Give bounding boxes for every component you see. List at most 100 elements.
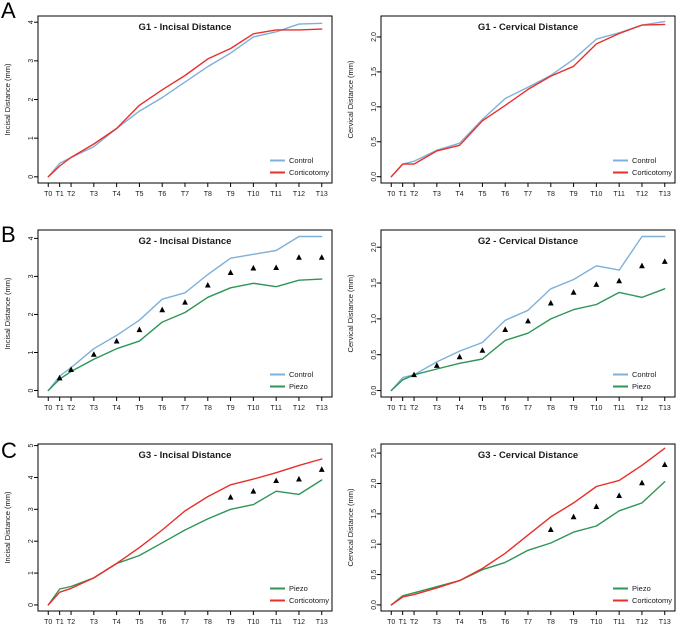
x-tick-label: T7 bbox=[524, 191, 532, 198]
series-line-control bbox=[47, 235, 323, 392]
triangle-marker bbox=[68, 366, 74, 373]
x-tick-label: T4 bbox=[456, 619, 464, 626]
x-tick-label: T9 bbox=[226, 191, 234, 198]
x-tick-label: T3 bbox=[433, 191, 441, 198]
y-tick-label: 2 bbox=[28, 97, 35, 101]
x-tick-label: T5 bbox=[478, 405, 486, 412]
x-axis: T0 T1 T2 T3 T4 T5 T6 T7 T8 T9 T10 T11 T12 T13 bbox=[44, 397, 328, 412]
triangle-marker bbox=[250, 264, 257, 271]
series-line-piezo bbox=[390, 481, 666, 606]
x-axis: T0 T1 T2 T3 T4 T5 T6 T7 T8 T9 T10 T11 T12 T13 bbox=[387, 397, 671, 412]
triangle-marker bbox=[570, 513, 577, 520]
x-tick-label: T7 bbox=[181, 191, 189, 198]
triangle-marker bbox=[90, 351, 97, 357]
x-tick-label: T3 bbox=[90, 405, 98, 412]
x-tick-label: T5 bbox=[478, 619, 486, 626]
series-line-piezo bbox=[47, 278, 323, 392]
legend-label-corticotomy: Corticotomy bbox=[632, 596, 672, 605]
y-axis: 0 1 2 3 4 bbox=[28, 236, 38, 392]
chart-svg-g3-incisal: 0 1 2 3 4 5 T0 T1 T2 T3 T4 T5 T6 T7 T8 T9 T10 T11 T12 T13 In… bbox=[3, 443, 333, 626]
series-line-piezo bbox=[390, 288, 666, 392]
x-tick-label: T11 bbox=[613, 619, 625, 626]
x-tick-label: T7 bbox=[524, 405, 532, 412]
y-tick-label: 0 bbox=[28, 603, 35, 607]
x-tick-label: T8 bbox=[547, 405, 555, 412]
x-tick-label: T13 bbox=[316, 405, 328, 412]
x-tick-label: T12 bbox=[636, 405, 648, 412]
x-tick-label: T1 bbox=[399, 619, 407, 626]
x-tick-label: T10 bbox=[247, 191, 259, 198]
x-tick-label: T10 bbox=[590, 619, 602, 626]
y-axis-title: Incisal Distance (mm) bbox=[3, 63, 12, 136]
triangle-marker bbox=[296, 254, 302, 260]
x-tick-label: T13 bbox=[316, 191, 328, 198]
y-tick-label: 2 bbox=[28, 539, 35, 543]
y-tick-label: 1,0 bbox=[371, 102, 378, 112]
x-tick-label: T13 bbox=[659, 405, 671, 412]
x-tick-label: T2 bbox=[67, 191, 75, 198]
y-tick-label: 1,5 bbox=[371, 67, 378, 77]
mean-marker-triangles bbox=[411, 258, 668, 378]
x-tick-label: T11 bbox=[613, 405, 625, 412]
y-axis: 0,0 0,5 1,0 1,5 2,0 bbox=[371, 32, 381, 182]
x-tick-label: T13 bbox=[659, 619, 671, 626]
plot-box bbox=[37, 229, 333, 398]
x-axis: T0 T1 T2 T3 T4 T5 T6 T7 T8 T9 T10 T11 T12 T13 bbox=[387, 611, 671, 626]
triangle-marker bbox=[479, 347, 486, 353]
x-tick-label: T12 bbox=[636, 619, 648, 626]
y-axis: 0,0 0,5 1,0 1,5 2,0 bbox=[371, 242, 381, 395]
triangle-marker bbox=[502, 326, 509, 333]
x-axis: T0 T1 T2 T3 T4 T5 T6 T7 T8 T9 T10 T11 T12 T13 bbox=[44, 611, 328, 626]
triangle-marker bbox=[182, 299, 188, 305]
x-tick-label: T6 bbox=[158, 191, 166, 198]
x-tick-label: T5 bbox=[135, 405, 143, 412]
x-tick-label: T3 bbox=[90, 191, 98, 198]
y-tick-label: 0,5 bbox=[371, 570, 378, 580]
series-line-corticotomy bbox=[47, 458, 323, 606]
triangle-marker bbox=[456, 353, 463, 360]
chart-title: G2 - Incisal Distance bbox=[139, 236, 232, 247]
triangle-marker bbox=[113, 337, 120, 344]
legend-label-piezo: Piezo bbox=[632, 382, 651, 391]
y-tick-label: 1 bbox=[28, 136, 35, 140]
x-tick-label: T9 bbox=[226, 405, 234, 412]
y-tick-label: 1,5 bbox=[371, 509, 378, 519]
legend: Control Piezo bbox=[613, 370, 657, 391]
legend: Control Corticotomy bbox=[613, 156, 672, 177]
y-axis: 0,0 0,5 1,0 1,5 2,0 2,5 bbox=[371, 448, 381, 610]
x-tick-label: T10 bbox=[590, 191, 602, 198]
chart-title: G3 - Incisal Distance bbox=[139, 450, 232, 461]
triangle-marker bbox=[56, 374, 63, 381]
triangle-marker bbox=[159, 306, 166, 313]
x-tick-label: T12 bbox=[293, 405, 305, 412]
y-axis-title: Cervical Distance (mm) bbox=[346, 274, 355, 352]
mean-marker-triangles bbox=[56, 254, 325, 381]
legend: Piezo Corticotomy bbox=[270, 584, 329, 605]
y-tick-label: 0 bbox=[28, 175, 35, 179]
x-tick-label: T5 bbox=[135, 619, 143, 626]
x-axis: T0 T1 T2 T3 T4 T5 T6 T7 T8 T9 T10 T11 T12 T13 bbox=[44, 183, 328, 198]
legend: Piezo Corticotomy bbox=[613, 584, 672, 605]
x-tick-label: T3 bbox=[433, 619, 441, 626]
panel-c-label: C bbox=[1, 438, 17, 463]
series-line-control bbox=[390, 235, 666, 392]
x-tick-label: T0 bbox=[387, 405, 395, 412]
chart-g2-incisal-distance: 0 1 2 3 4 T0 T1 T2 T3 T4 T5 T6 T7 T8 T9 T10 T11 T12 T13 Inc… bbox=[0, 214, 342, 427]
triangle-marker bbox=[250, 487, 257, 494]
y-tick-label: 1,0 bbox=[371, 314, 378, 324]
y-tick-label: 2,0 bbox=[371, 32, 378, 42]
x-tick-label: T13 bbox=[316, 619, 328, 626]
triangle-marker bbox=[616, 277, 623, 284]
chart-g3-cervical-distance: 0,0 0,5 1,0 1,5 2,0 2,5 T0 T1 T2 T3 T4 T5 T6 T7 T8 T9 T1… bbox=[343, 428, 685, 641]
y-tick-label: 0,5 bbox=[371, 350, 378, 360]
x-tick-label: T5 bbox=[135, 191, 143, 198]
plot-box bbox=[37, 15, 333, 184]
x-tick-label: T9 bbox=[569, 619, 577, 626]
y-axis-title: Cervical Distance (mm) bbox=[346, 60, 355, 138]
chart-title: G1 - Incisal Distance bbox=[139, 22, 232, 33]
x-tick-label: T2 bbox=[410, 619, 418, 626]
x-tick-label: T4 bbox=[456, 191, 464, 198]
x-tick-label: T13 bbox=[659, 191, 671, 198]
x-tick-label: T4 bbox=[456, 405, 464, 412]
